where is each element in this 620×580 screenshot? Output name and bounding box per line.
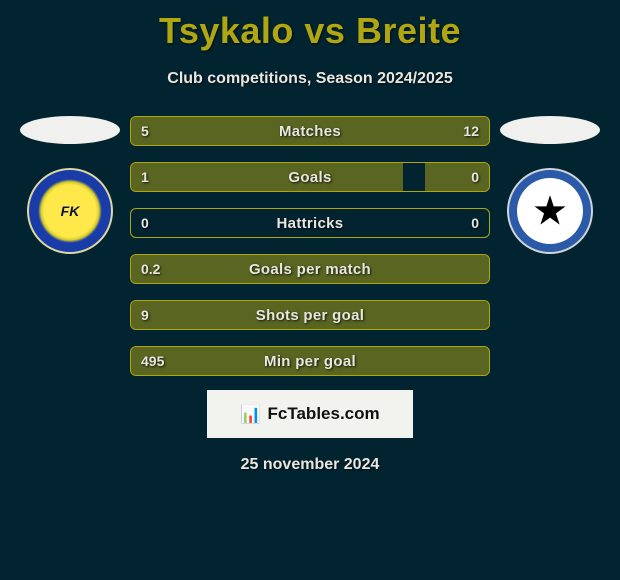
club-badge-right: ★ [507, 168, 593, 254]
player-left-column: FK [10, 116, 130, 254]
bar-label: Shots per goal [131, 307, 489, 324]
footer-date: 25 november 2024 [0, 456, 620, 474]
bar-value-right: 12 [463, 123, 479, 139]
bar-label: Hattricks [131, 215, 489, 232]
bar-row-shots-per-goal: 9 Shots per goal [130, 300, 490, 330]
bar-value-right: 0 [471, 169, 479, 185]
bar-row-min-per-goal: 495 Min per goal [130, 346, 490, 376]
comparison-bars: 5 Matches 12 1 Goals 0 0 Hattricks 0 0.2… [130, 116, 490, 376]
player-right-column: ★ [490, 116, 610, 254]
chart-icon: 📊 [240, 406, 261, 423]
player-left-silhouette [20, 116, 120, 144]
club-badge-left-text: FK [48, 189, 92, 233]
comparison-panel: FK 5 Matches 12 1 Goals 0 0 Hattricks 0 [0, 116, 620, 376]
bar-row-hattricks: 0 Hattricks 0 [130, 208, 490, 238]
bar-label: Matches [131, 123, 489, 140]
bar-label: Min per goal [131, 353, 489, 370]
bar-label: Goals per match [131, 261, 489, 278]
club-badge-left: FK [27, 168, 113, 254]
brand-text: FcTables.com [268, 404, 380, 424]
bar-value-right: 0 [471, 215, 479, 231]
page-title: Tsykalo vs Breite [0, 0, 620, 52]
brand-badge: 📊 FcTables.com [207, 390, 413, 438]
bar-row-goals: 1 Goals 0 [130, 162, 490, 192]
bar-row-goals-per-match: 0.2 Goals per match [130, 254, 490, 284]
bar-row-matches: 5 Matches 12 [130, 116, 490, 146]
player-right-silhouette [500, 116, 600, 144]
star-icon: ★ [534, 193, 566, 229]
bar-label: Goals [131, 169, 489, 186]
page-subtitle: Club competitions, Season 2024/2025 [0, 70, 620, 88]
